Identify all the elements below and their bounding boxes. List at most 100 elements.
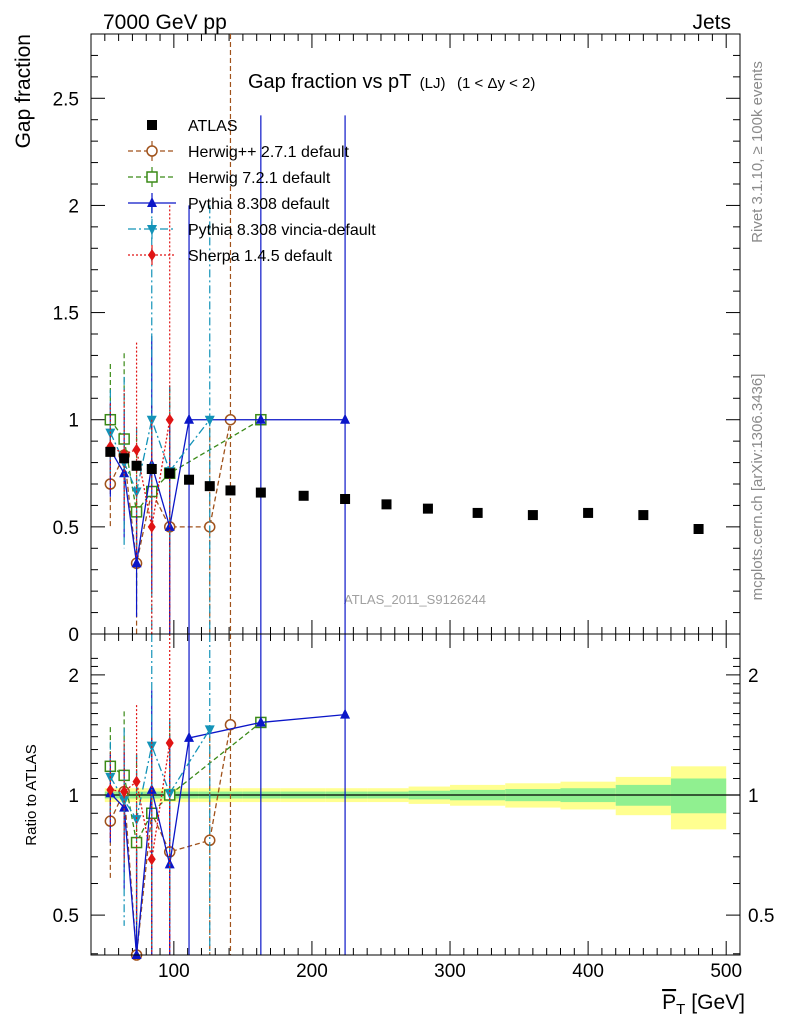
main-point-pythia [340, 413, 351, 424]
main-point-sherpa [147, 520, 156, 533]
main-point-ATLAS [527, 510, 538, 521]
legend-item-vincia: Pythia 8.308 vincia-default [128, 219, 376, 239]
ratio-point-sherpa [165, 736, 174, 749]
ratio-point-sherpa [132, 775, 141, 788]
main-point-ATLAS [693, 524, 704, 534]
ratio-point-sherpa [120, 785, 129, 798]
main-point-ATLAS [422, 503, 433, 514]
ratio-series-sherpa [106, 634, 174, 955]
ratio-y-tick-label: 0.5 [53, 906, 79, 927]
main-point-ATLAS [204, 481, 215, 492]
legend-label: Pythia 8.308 vincia-default [188, 222, 376, 239]
main-point-ATLAS [225, 485, 236, 496]
main-y-axis-label: Gap fraction [12, 34, 35, 148]
ratio-y-tick-label-right: 1 [748, 786, 759, 807]
main-y-tick-label: 2.5 [53, 89, 79, 110]
main-point-ATLAS [638, 510, 649, 521]
ratio-y-axis-label: Ratio to ATLAS [23, 744, 40, 845]
main-point-ATLAS [255, 487, 266, 498]
header-process: Jets [692, 11, 731, 34]
legend-label: Pythia 8.308 default [188, 196, 330, 213]
main-point-ATLAS [131, 460, 142, 471]
main-point-pythia [119, 467, 130, 478]
ratio-point-herwigpp [224, 718, 237, 731]
main-point-pythia [131, 557, 142, 568]
ratio-x-ticks: 100 200 300 400 500 [104, 634, 742, 982]
ratio-line-pythia [109, 713, 346, 956]
ratio-point-pythia [340, 708, 351, 719]
x-axis-label: PT [GeV] [662, 991, 745, 1018]
legend-label: Herwig++ 2.7.1 default [188, 144, 350, 161]
main-y-tick-label: 0 [68, 625, 79, 646]
main-y-ticks: 0 0.5 1 1.5 2 2.5 [53, 54, 740, 646]
main-series-pythia [105, 115, 351, 634]
legend-label: Herwig 7.2.1 default [188, 170, 331, 187]
main-point-ATLAS [381, 499, 392, 510]
x-tick-label: 100 [158, 961, 190, 982]
main-point-ATLAS [340, 494, 351, 504]
legend-label: Sherpa 1.4.5 default [188, 248, 333, 265]
x-tick-label: 400 [572, 961, 604, 982]
legend-item-ATLAS: ATLAS [147, 118, 238, 135]
ratio-point-vincia [131, 815, 142, 826]
ratio-point-pythia [184, 731, 195, 742]
main-series-layer [104, 34, 704, 634]
main-point-ATLAS [105, 446, 116, 457]
main-point-ATLAS [184, 474, 195, 485]
ratio-y-tick-label-right: 2 [748, 666, 759, 687]
main-y-tick-label: 2 [68, 196, 79, 217]
main-point-pythia [255, 413, 266, 424]
header-energy: 7000 GeV pp [103, 11, 227, 34]
main-point-ATLAS [164, 468, 175, 479]
legend-marker [147, 197, 157, 207]
main-y-tick-label: 1.5 [53, 304, 79, 325]
x-tick-label: 500 [710, 961, 742, 982]
plot-title: Gap fraction vs pT (LJ) (1 < Δy < 2) [248, 71, 535, 93]
ratio-y-tick-label: 2 [68, 666, 79, 687]
ratio-point-pythia [255, 716, 266, 727]
ratio-series-layer [104, 634, 351, 961]
ratio-y-tick-label-right: 0.5 [748, 906, 774, 927]
legend: ATLAS Herwig++ 2.7.1 default Herwig 7.2.1 … [128, 118, 376, 265]
main-point-sherpa [165, 413, 174, 426]
ratio-panel-frame [90, 633, 741, 956]
main-y-tick-label: 1 [68, 411, 79, 432]
legend-marker [147, 225, 157, 235]
main-series-herwig7 [104, 353, 267, 587]
legend-item-sherpa: Sherpa 1.4.5 default [128, 245, 333, 265]
x-tick-label: 300 [434, 961, 466, 982]
main-series-ATLAS [105, 446, 704, 534]
main-point-ATLAS [472, 507, 483, 518]
legend-label: ATLAS [188, 118, 238, 135]
x-axis-label-unit: [GeV] [691, 991, 745, 1014]
ratio-point-vincia [204, 725, 215, 736]
legend-item-herwigpp: Herwig++ 2.7.1 default [128, 141, 350, 161]
plot-title-range: (1 < Δy < 2) [457, 75, 535, 92]
x-axis-label-subscript: T [676, 1001, 685, 1018]
main-point-ATLAS [298, 490, 309, 501]
ratio-point-pythia [119, 801, 130, 812]
legend-marker [146, 171, 158, 183]
plot-title-main: Gap fraction vs pT [248, 71, 411, 93]
ratio-line-herwig7 [109, 721, 262, 845]
ratio-point-sherpa [147, 853, 156, 866]
legend-item-herwig7: Herwig 7.2.1 default [128, 167, 331, 187]
main-x-ticks [104, 34, 727, 634]
ratio-y-tick-label: 1 [68, 786, 79, 807]
main-point-ATLAS [583, 507, 594, 518]
x-tick-label: 200 [296, 961, 328, 982]
legend-item-pythia: Pythia 8.308 default [128, 193, 330, 213]
ratio-band-inner [670, 778, 727, 814]
x-axis-label-symbol: P [662, 991, 676, 1014]
ratio-band [104, 766, 727, 830]
plot-title-sub: (LJ) [420, 75, 446, 92]
main-y-tick-label: 0.5 [53, 518, 79, 539]
main-point-sherpa [132, 443, 141, 456]
ratio-panel: 0.5 0.5 1 1 2 2 100 200 300 400 500 Ratio to ATLA… [23, 633, 774, 1018]
watermark: ATLAS_2011_S9126244 [344, 592, 486, 607]
main-line-pythia [109, 419, 346, 564]
legend-marker [148, 249, 156, 261]
ratio-series-herwig7 [104, 711, 267, 955]
ratio-point-pythia [131, 949, 142, 959]
main-point-pythia [184, 413, 195, 424]
